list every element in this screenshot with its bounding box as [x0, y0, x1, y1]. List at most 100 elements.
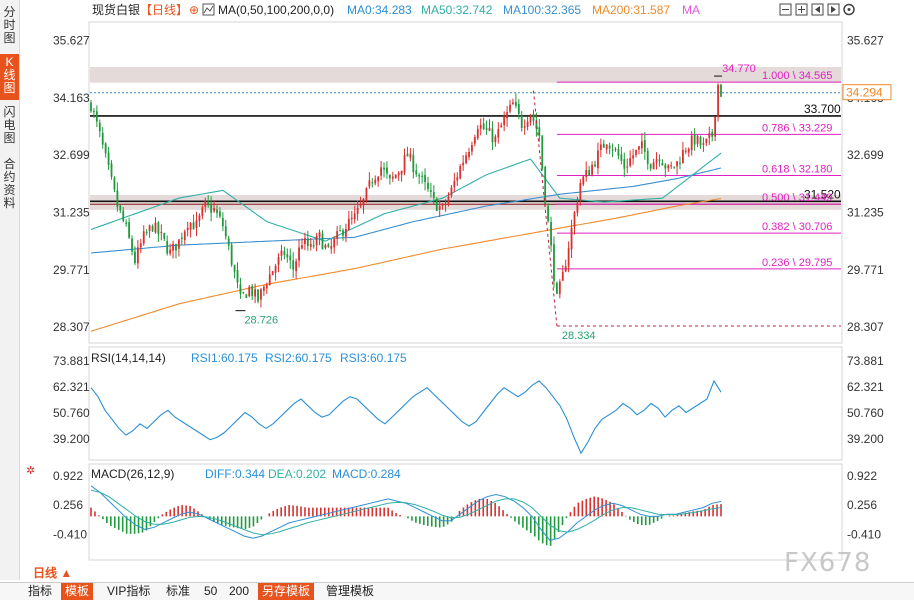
low-label: 28.334 [562, 330, 596, 342]
candle-up [359, 204, 362, 207]
candle-up [160, 232, 163, 234]
candle-down [180, 237, 183, 239]
candle-down [673, 166, 676, 168]
candle-up [295, 261, 298, 272]
tab-flash[interactable]: 闪电图 [0, 104, 19, 148]
candle-down [107, 152, 110, 165]
rsi-axis-tick-right: 62.321 [847, 380, 884, 394]
chart-canvas[interactable]: 现货白银 【日线】 ⊕ MA(0,50,100,200,0,0) MA0:34.… [19, 0, 914, 565]
zoom-in-icon[interactable] [795, 3, 808, 16]
candle-up [690, 135, 693, 151]
scroll-left-icon[interactable] [811, 3, 824, 16]
template-button[interactable]: 模板 [61, 583, 94, 600]
candle-up [705, 138, 708, 144]
candle-down [90, 102, 92, 112]
fib-level-label: 0.236 \ 29.795 [762, 257, 832, 269]
candle-down [210, 204, 213, 213]
ma-params: MA(0,50,100,200,0,0) [218, 3, 334, 17]
candle-up [579, 182, 582, 201]
rsi-axis-tick-right: 50.760 [847, 406, 884, 420]
candle-down [216, 209, 218, 214]
chart-type-sidebar: 分时图 K线图 闪电图 合约资料 [0, 0, 20, 580]
ma200-button[interactable]: 200 [229, 584, 250, 598]
fib-level-label: 0.382 \ 30.706 [762, 221, 832, 233]
candle-up [248, 286, 251, 297]
high-label: 34.770 [722, 63, 756, 75]
manage-template-button[interactable]: 管理模板 [326, 584, 375, 598]
candle-down [556, 282, 558, 294]
crosshair-icon[interactable]: ⊕ [189, 3, 199, 17]
candle-down [251, 286, 254, 297]
candle-up [274, 265, 277, 273]
vip-indicator-button[interactable]: VIP指标 [107, 584, 151, 598]
candle-up [336, 231, 339, 239]
bottom-toolbar: 指标 模板 VIP指标 标准 50 200 另存模板 管理模板 [0, 582, 914, 600]
main-header: 现货白银 【日线】 ⊕ MA(0,50,100,200,0,0) MA0:34.… [92, 2, 700, 17]
candle-up [626, 166, 629, 168]
candle-up [494, 136, 497, 143]
candle-up [365, 188, 368, 201]
ma50-button[interactable]: 50 [204, 584, 218, 598]
candle-up [471, 145, 473, 152]
candle-up [652, 162, 655, 170]
macd-legend-2: DEA:0.202 [268, 467, 326, 481]
candle-up [201, 207, 204, 216]
candle-down [227, 238, 230, 246]
price-axis-tick-right: 32.699 [847, 148, 884, 162]
tab-flash-label: 闪电图 [3, 105, 16, 145]
candle-down [101, 132, 104, 145]
period-selector[interactable]: 日线 ▲ [33, 566, 73, 580]
candle-up [444, 203, 447, 206]
candle-down [388, 174, 391, 179]
settings-icon[interactable] [843, 3, 855, 16]
candle-up [614, 148, 617, 150]
candle-up [397, 172, 400, 176]
candle-up [597, 150, 599, 169]
chart-toolbar [779, 3, 855, 16]
macd-axis-tick-right: -0.410 [847, 527, 881, 541]
candle-up [585, 170, 588, 178]
candle-up [670, 165, 673, 167]
indicator-button[interactable]: 指标 [28, 584, 53, 598]
candle-down [482, 123, 485, 130]
tab-time-sharing[interactable]: 分时图 [0, 4, 19, 48]
scroll-right-icon[interactable] [827, 3, 840, 16]
current-price-value: 34.294 [846, 86, 883, 100]
tab-contract-info[interactable]: 合约资料 [0, 156, 19, 214]
ma-settings-icon[interactable] [202, 3, 215, 16]
candle-up [186, 227, 189, 231]
macd-axis-tick-left: -0.410 [53, 527, 87, 541]
candle-up [301, 245, 303, 249]
ma50-line [90, 152, 722, 242]
price-axis-tick-left: 28.307 [53, 320, 90, 334]
candle-up [394, 174, 397, 179]
save-template-button[interactable]: 另存模板 [258, 583, 315, 600]
candle-up [582, 176, 585, 185]
tab-candlestick[interactable]: K线图 [0, 54, 19, 100]
candle-up [473, 137, 476, 144]
candle-up [450, 187, 453, 196]
candle-up [271, 271, 274, 276]
candle-up [438, 206, 441, 210]
candle-up [169, 249, 172, 254]
candle-down [532, 114, 535, 121]
tab-candlestick-label: K线图 [3, 55, 16, 95]
candle-up [350, 217, 353, 220]
candle-up [696, 136, 699, 144]
candle-down [125, 222, 128, 224]
standard-button[interactable]: 标准 [166, 584, 191, 598]
candle-down [646, 150, 649, 164]
zoom-out-icon[interactable] [779, 3, 792, 16]
candle-down [286, 254, 289, 258]
macd-settings-icon: ✲ [26, 465, 35, 477]
candle-up [204, 200, 207, 208]
swing-low-label: 28.726 [244, 315, 278, 327]
candle-up [391, 176, 394, 179]
candle-up [347, 218, 350, 230]
candle-down [608, 145, 611, 149]
candle-down [711, 132, 714, 137]
candle-down [520, 114, 523, 128]
candle-up [280, 250, 283, 256]
candle-up [333, 239, 336, 248]
ma-settings-icon-glyph [203, 5, 214, 14]
